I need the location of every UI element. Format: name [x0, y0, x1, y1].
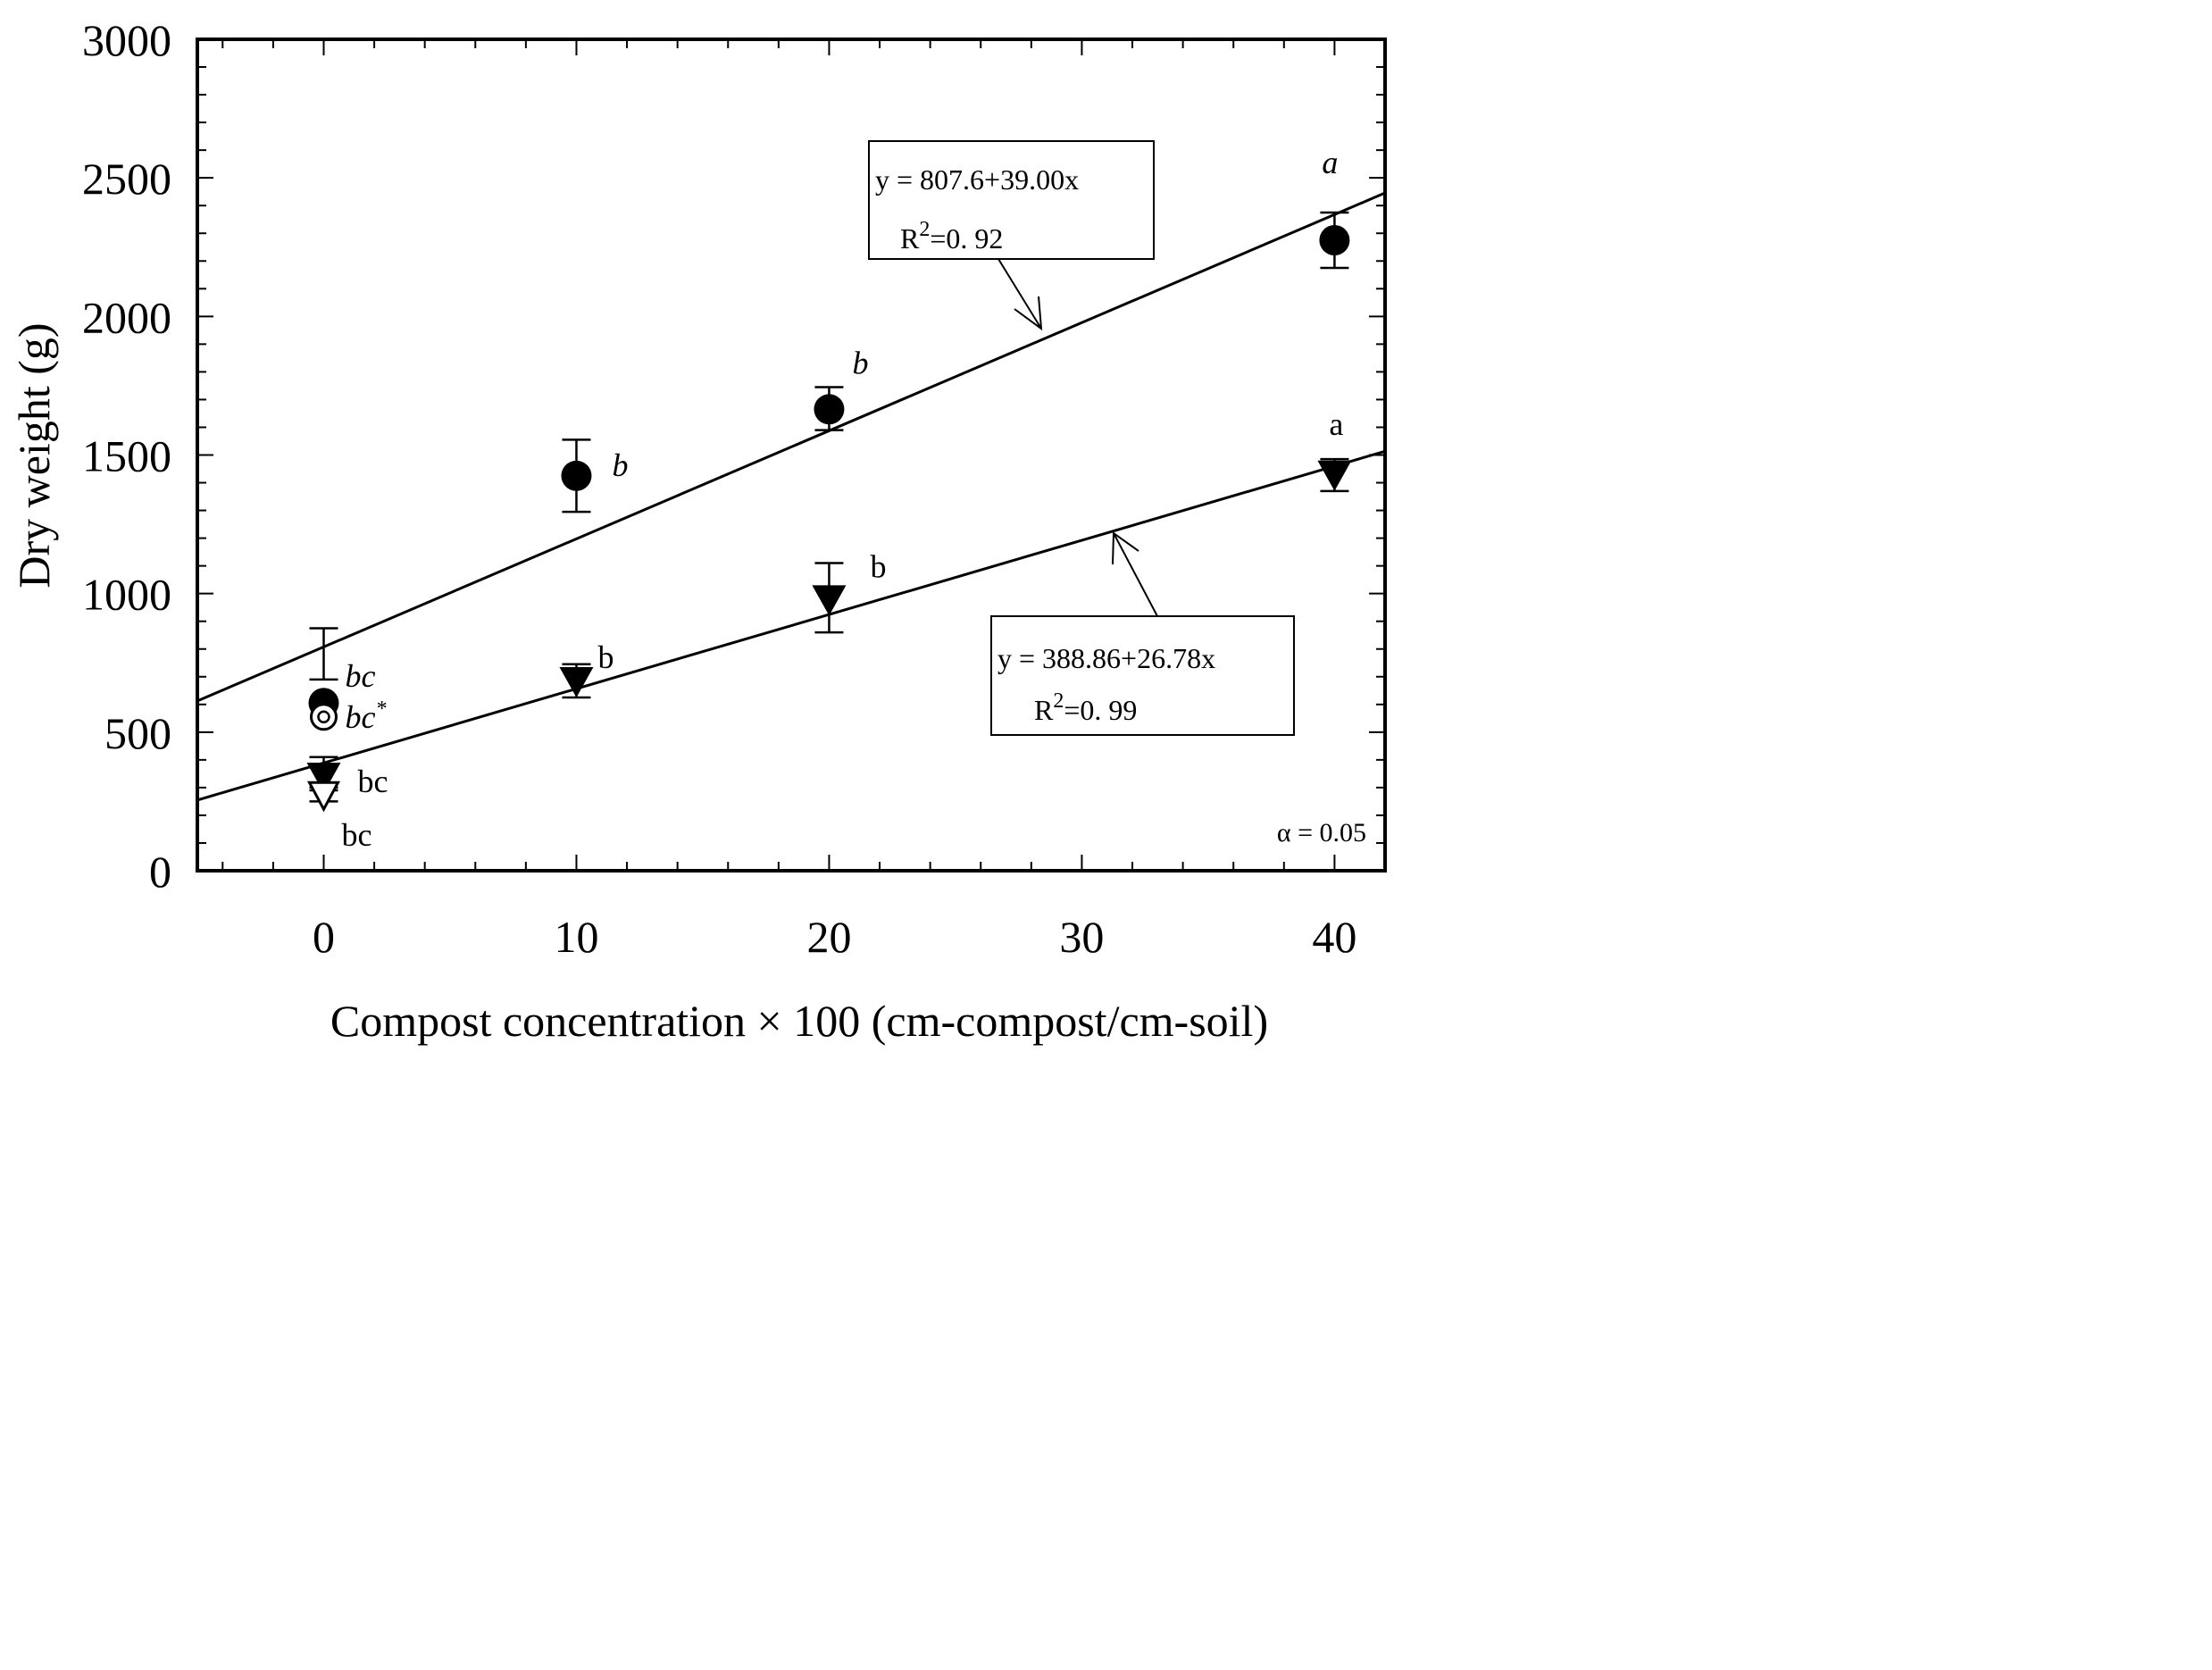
- label-triangle-x0: bc: [357, 764, 388, 799]
- y-tick-label-3000: 3000: [82, 15, 171, 65]
- label-triangle-x10: b: [597, 639, 614, 675]
- y-tick-label-500: 500: [104, 708, 171, 758]
- equation-lower: y = 388.86+26.78x: [997, 642, 1215, 674]
- fit-line-filled-triangle: [197, 449, 1385, 802]
- label-open-circle-text: bc: [345, 699, 375, 735]
- arrow-upper: [997, 258, 1043, 331]
- label-triangle-x20: b: [870, 548, 886, 584]
- x-tick-label-0: 0: [313, 912, 335, 962]
- label-circle-x40: a: [1322, 145, 1338, 180]
- label-open-circle-sup: *: [375, 697, 386, 721]
- x-tick-labels: 0 10 20 30 40: [313, 912, 1356, 962]
- r2-upper-R: R: [900, 222, 920, 255]
- alpha-annotation: α = 0.05: [1277, 818, 1366, 848]
- fit-lines: [197, 191, 1385, 802]
- label-triangle-x40: a: [1329, 406, 1343, 442]
- fit-line-filled-circle: [197, 191, 1385, 703]
- plot-frame: [196, 38, 1387, 873]
- markers: [306, 224, 1352, 813]
- r2-lower-R: R: [1034, 694, 1054, 726]
- minor-ticks: [197, 39, 1386, 871]
- chart: 0 10 20 30 40 0 500 1000 1500 2000 2500 …: [9, 15, 1387, 1046]
- r2-lower-value: =0. 99: [1064, 694, 1137, 726]
- r2-lower: R2=0. 99: [1034, 689, 1137, 726]
- marker-filled-triangle: [812, 585, 847, 616]
- marker-open-triangle: [306, 781, 340, 813]
- label-open-triangle-x0: bc: [341, 817, 371, 853]
- label-circle-x0: bc: [345, 658, 375, 694]
- y-axis-title: Dry weight (g): [9, 322, 59, 588]
- marker-open-circle-inner: [317, 710, 330, 724]
- marker-filled-circle: [814, 394, 845, 425]
- equation-box-upper: y = 807.6+39.00x R2=0. 92: [868, 140, 1155, 260]
- marker-filled-triangle: [306, 763, 341, 794]
- major-ticks: [197, 38, 1385, 872]
- y-tick-label-2500: 2500: [82, 154, 171, 204]
- x-axis-title: Compost concentration × 100 (cm-compost/…: [330, 996, 1268, 1046]
- y-tick-label-1000: 1000: [82, 570, 171, 620]
- arrow-lower: [1112, 531, 1158, 617]
- r2-lower-sup: 2: [1053, 689, 1064, 713]
- label-circle-x20: b: [852, 345, 868, 380]
- y-tick-label-1500: 1500: [82, 431, 171, 481]
- marker-filled-triangle: [559, 666, 594, 697]
- equation-upper: y = 807.6+39.00x: [875, 163, 1079, 196]
- marker-filled-circle: [1319, 224, 1350, 255]
- r2-upper-sup: 2: [919, 218, 930, 241]
- x-tick-label-20: 20: [806, 912, 851, 962]
- equation-box-lower: y = 388.86+26.78x R2=0. 99: [990, 615, 1295, 736]
- r2-upper: R2=0. 92: [900, 218, 1003, 255]
- point-labels: bc b b a bc b b a bc* bc: [341, 145, 1343, 853]
- y-tick-label-0: 0: [149, 847, 171, 897]
- marker-filled-circle: [561, 460, 592, 491]
- marker-open-circle: [309, 703, 338, 731]
- x-tick-label-10: 10: [554, 912, 598, 962]
- y-tick-label-2000: 2000: [82, 292, 171, 342]
- label-circle-x10: b: [612, 447, 628, 483]
- equation-box-lower-frame: [990, 615, 1295, 736]
- x-tick-label-30: 30: [1059, 912, 1104, 962]
- y-tick-labels: 0 500 1000 1500 2000 2500 3000: [82, 15, 171, 897]
- x-tick-label-40: 40: [1312, 912, 1356, 962]
- equation-box-upper-frame: [868, 140, 1155, 260]
- r2-upper-value: =0. 92: [930, 222, 1003, 255]
- marker-filled-triangle: [1317, 460, 1352, 491]
- label-open-circle-x0: bc*: [345, 697, 386, 735]
